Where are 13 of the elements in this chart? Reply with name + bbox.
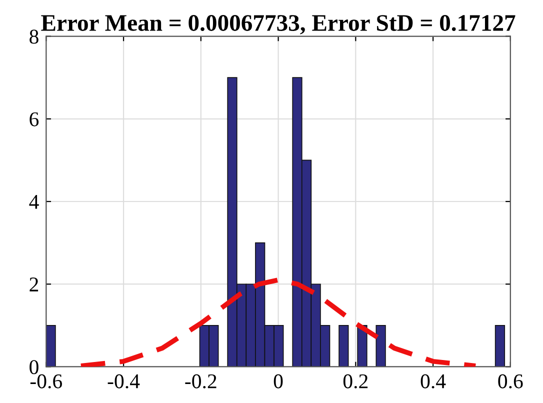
y-tick-label: 8 (30, 30, 38, 44)
x-tick-label: 0.4 (420, 374, 446, 388)
x-tick-label: 0.2 (343, 374, 368, 388)
x-tick-label: -0.2 (185, 374, 216, 388)
x-tick-label: 0.6 (498, 374, 523, 388)
chart-title: Error Mean = 0.00067733, Error StD = 0.17127 (41, 15, 516, 34)
x-tick-label: 0 (274, 374, 283, 388)
y-tick-label: 4 (29, 195, 39, 209)
x-tick-label: -0.4 (108, 374, 140, 388)
x-tick-label: -0.6 (30, 374, 62, 388)
y-tick-label: 2 (30, 278, 38, 292)
y-tick-label: 6 (30, 112, 39, 126)
y-tick-label: 0 (30, 360, 38, 374)
